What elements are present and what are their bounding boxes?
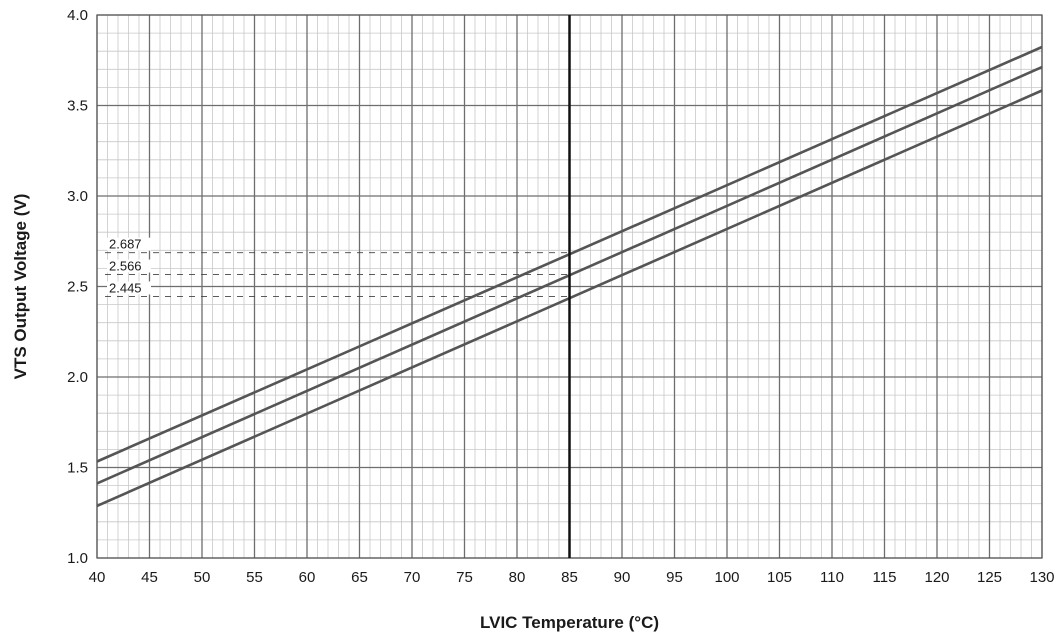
y-tick-label: 2.0 (67, 369, 88, 386)
y-tick-label: 1.5 (67, 460, 88, 477)
x-tick-label: 75 (456, 569, 473, 586)
y-tick-label: 3.0 (67, 188, 88, 205)
x-tick-label: 50 (194, 569, 211, 586)
x-tick-label: 95 (666, 569, 683, 586)
x-tick-label: 120 (924, 569, 949, 586)
x-tick-label: 125 (977, 569, 1002, 586)
annotation-label: 2.687 (109, 237, 142, 252)
y-axis-title: VTS Output Voltage (V) (11, 194, 30, 380)
y-tick-label: 1.0 (67, 550, 88, 567)
x-tick-label: 110 (820, 569, 844, 586)
x-tick-label: 85 (561, 569, 578, 586)
x-tick-label: 45 (141, 569, 158, 586)
y-tick-label: 4.0 (67, 7, 88, 24)
annotation-label-bg (107, 281, 151, 295)
annotation-label: 2.445 (109, 280, 142, 295)
y-tick-label: 2.5 (67, 279, 88, 296)
y-tick-label: 3.5 (67, 98, 88, 115)
x-tick-label: 40 (89, 569, 106, 586)
x-tick-label: 105 (767, 569, 792, 586)
x-tick-label: 130 (1029, 569, 1054, 586)
x-tick-label: 100 (714, 569, 739, 586)
x-tick-label: 55 (246, 569, 263, 586)
annotation-label: 2.566 (109, 259, 142, 274)
annotation-labels: 2.687 2.566 2.445 (107, 237, 151, 295)
x-tick-label: 70 (404, 569, 421, 586)
x-tick-label: 60 (299, 569, 316, 586)
x-tick-label: 90 (614, 569, 631, 586)
x-tick-label: 80 (509, 569, 526, 586)
x-axis-title: LVIC Temperature (°C) (480, 613, 659, 632)
y-tick-labels: 1.0 1.5 2.0 2.5 3.0 3.5 4.0 (67, 7, 88, 567)
annotation-label-bg (107, 237, 151, 251)
x-tick-label: 65 (351, 569, 368, 586)
annotation-lines (105, 252, 570, 297)
x-tick-labels: 40 45 50 55 60 65 70 75 80 85 90 95 100 105 110 115 120 1… (89, 569, 1055, 586)
x-tick-label: 115 (873, 569, 897, 586)
annotation-label-bg (107, 259, 151, 273)
